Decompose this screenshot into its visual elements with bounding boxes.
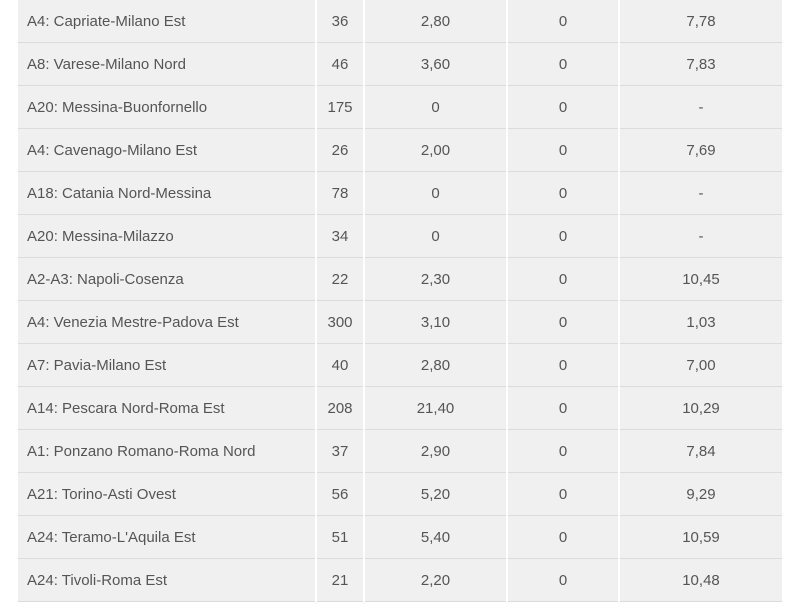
value-cell: 0	[506, 171, 619, 215]
rate-cell: -	[618, 85, 782, 129]
rate-cell: 1,03	[618, 300, 782, 344]
value-cell: 0	[506, 214, 619, 258]
route-cell: A18: Catania Nord-Messina	[18, 171, 316, 215]
table-row: A24: Tivoli-Roma Est 21 2,20 0 10,48	[18, 558, 782, 602]
km-cell: 51	[315, 515, 364, 559]
km-cell: 37	[315, 429, 364, 473]
table-row: A2-A3: Napoli-Cosenza 22 2,30 0 10,45	[18, 257, 782, 301]
km-cell: 78	[315, 171, 364, 215]
rate-cell: -	[618, 171, 782, 215]
km-cell: 300	[315, 300, 364, 344]
table-row: A4: Venezia Mestre-Padova Est 300 3,10 0 1,0…	[18, 300, 782, 344]
table-row: A18: Catania Nord-Messina 78 0 0-	[18, 171, 782, 215]
km-cell: 22	[315, 257, 364, 301]
toll-cell: 0	[363, 171, 507, 215]
route-cell: A24: Teramo-L'Aquila Est	[18, 515, 316, 559]
value-cell: 0	[506, 472, 619, 516]
value-cell: 0	[506, 0, 619, 43]
value-cell: 0	[506, 558, 619, 602]
value-cell: 0	[506, 343, 619, 387]
km-cell: 40	[315, 343, 364, 387]
toll-cell: 2,30	[363, 257, 507, 301]
km-cell: 175	[315, 85, 364, 129]
km-cell: 26	[315, 128, 364, 172]
toll-cell: 2,20	[363, 558, 507, 602]
rate-cell: 7,78	[618, 0, 782, 43]
km-cell: 34	[315, 214, 364, 258]
table-row: A21: Torino-Asti Ovest 56 5,20 0 9,29	[18, 472, 782, 516]
table-row: A24: Teramo-L'Aquila Est 51 5,40 0 10,59	[18, 515, 782, 559]
km-cell: 36	[315, 0, 364, 43]
rate-cell: 10,45	[618, 257, 782, 301]
toll-cell: 2,80	[363, 343, 507, 387]
table-body: A4: Capriate-Milano Est 36 2,80 0 7,78 A8: Va…	[18, 0, 782, 602]
toll-table: A4: Capriate-Milano Est 36 2,80 0 7,78 A8: Va…	[18, 0, 782, 602]
table-row: A20: Messina-Buonfornello 175 0 0-	[18, 85, 782, 129]
value-cell: 0	[506, 515, 619, 559]
toll-cell: 2,80	[363, 0, 507, 43]
table-row: A4: Capriate-Milano Est 36 2,80 0 7,78	[18, 0, 782, 43]
rate-cell: 7,84	[618, 429, 782, 473]
value-cell: 0	[506, 300, 619, 344]
route-cell: A24: Tivoli-Roma Est	[18, 558, 316, 602]
route-cell: A14: Pescara Nord-Roma Est	[18, 386, 316, 430]
rate-cell: 10,48	[618, 558, 782, 602]
route-cell: A8: Varese-Milano Nord	[18, 42, 316, 86]
rate-cell: 7,69	[618, 128, 782, 172]
km-cell: 46	[315, 42, 364, 86]
toll-cell: 5,40	[363, 515, 507, 559]
table-row: A7: Pavia-Milano Est 40 2,80 0 7,00	[18, 343, 782, 387]
value-cell: 0	[506, 85, 619, 129]
table-row: A14: Pescara Nord-Roma Est 208 21,40 0 10,29	[18, 386, 782, 430]
rate-cell: -	[618, 214, 782, 258]
toll-cell: 0	[363, 214, 507, 258]
rate-cell: 7,00	[618, 343, 782, 387]
rate-cell: 7,83	[618, 42, 782, 86]
rate-cell: 10,29	[618, 386, 782, 430]
toll-cell: 2,00	[363, 128, 507, 172]
route-cell: A4: Capriate-Milano Est	[18, 0, 316, 43]
value-cell: 0	[506, 257, 619, 301]
route-cell: A2-A3: Napoli-Cosenza	[18, 257, 316, 301]
km-cell: 208	[315, 386, 364, 430]
value-cell: 0	[506, 42, 619, 86]
km-cell: 56	[315, 472, 364, 516]
rate-cell: 9,29	[618, 472, 782, 516]
rate-cell: 10,59	[618, 515, 782, 559]
value-cell: 0	[506, 128, 619, 172]
route-cell: A21: Torino-Asti Ovest	[18, 472, 316, 516]
table-row: A20: Messina-Milazzo 34 0 0-	[18, 214, 782, 258]
toll-cell: 5,20	[363, 472, 507, 516]
toll-cell: 2,90	[363, 429, 507, 473]
toll-cell: 3,10	[363, 300, 507, 344]
table-row: A8: Varese-Milano Nord 46 3,60 0 7,83	[18, 42, 782, 86]
table-row: A4: Cavenago-Milano Est 26 2,00 0 7,69	[18, 128, 782, 172]
route-cell: A20: Messina-Buonfornello	[18, 85, 316, 129]
route-cell: A20: Messina-Milazzo	[18, 214, 316, 258]
km-cell: 21	[315, 558, 364, 602]
value-cell: 0	[506, 429, 619, 473]
value-cell: 0	[506, 386, 619, 430]
table-row: A1: Ponzano Romano-Roma Nord 37 2,90 0 7,84	[18, 429, 782, 473]
toll-cell: 3,60	[363, 42, 507, 86]
route-cell: A4: Venezia Mestre-Padova Est	[18, 300, 316, 344]
route-cell: A4: Cavenago-Milano Est	[18, 128, 316, 172]
route-cell: A7: Pavia-Milano Est	[18, 343, 316, 387]
toll-cell: 21,40	[363, 386, 507, 430]
route-cell: A1: Ponzano Romano-Roma Nord	[18, 429, 316, 473]
toll-cell: 0	[363, 85, 507, 129]
